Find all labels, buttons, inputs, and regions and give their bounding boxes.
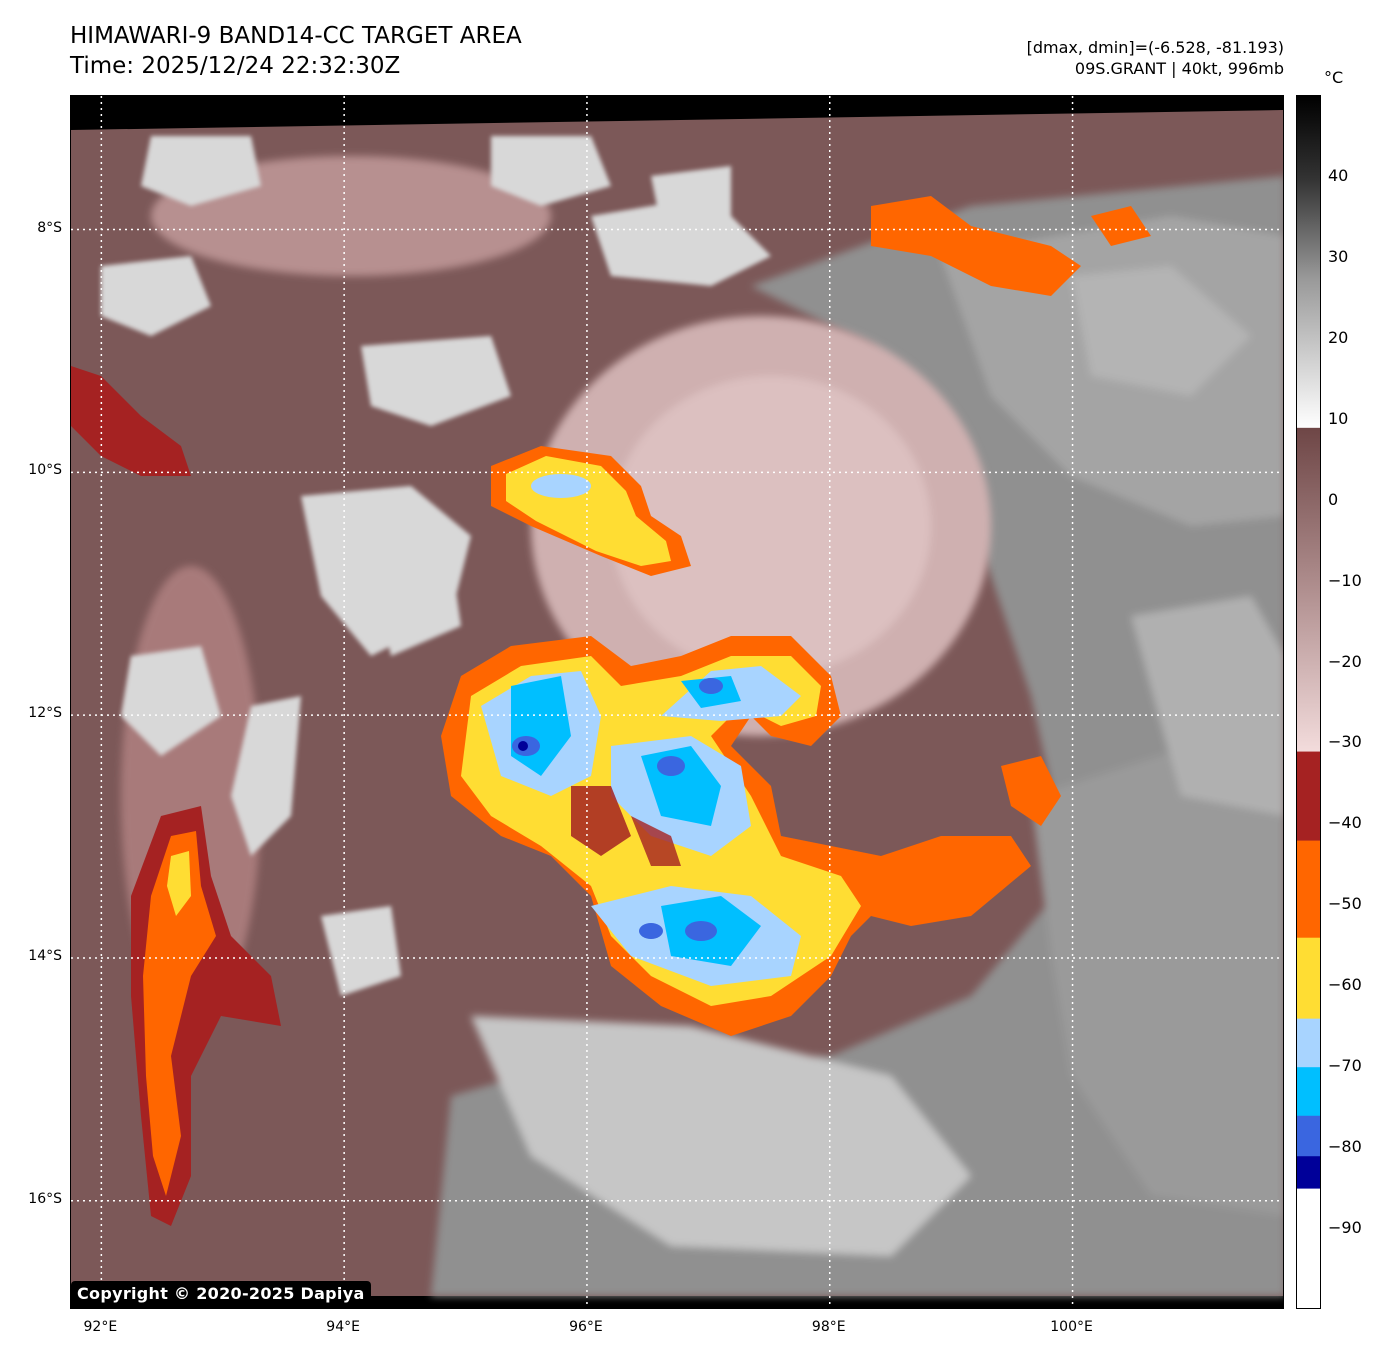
colorbar-tick-label: 10 xyxy=(1328,408,1349,428)
colorbar xyxy=(1296,95,1321,1309)
colorbar-segment xyxy=(1297,937,1320,1020)
colorbar-tick-label: −20 xyxy=(1328,651,1362,671)
dmax-dmin-readout: [dmax, dmin]=(-6.528, -81.193) xyxy=(1026,38,1284,57)
colorbar-segment xyxy=(1297,427,1320,753)
colorbar-tick-label: −30 xyxy=(1328,732,1362,752)
colorbar-tick-label: 20 xyxy=(1328,327,1349,347)
colorbar-tick-label: −60 xyxy=(1328,975,1362,995)
colorbar-tick-label: −10 xyxy=(1328,570,1362,590)
image-time: Time: 2025/12/24 22:32:30Z xyxy=(70,53,401,79)
colorbar-segment xyxy=(1297,1067,1320,1117)
image-title: HIMAWARI-9 BAND14-CC TARGET AREA xyxy=(70,23,522,49)
latitude-label: 10°S xyxy=(28,462,62,479)
copyright-label: Copyright © 2020-2025 Dapiya xyxy=(71,1281,371,1307)
colorbar-tick-label: −80 xyxy=(1328,1137,1362,1157)
colorbar-segment xyxy=(1297,1188,1320,1308)
colorbar-tick-label: −50 xyxy=(1328,894,1362,914)
colorbar-segment xyxy=(1297,1156,1320,1190)
grey-cloud-field xyxy=(431,176,1283,1296)
convection-west-band xyxy=(71,366,281,1226)
convection-core xyxy=(441,196,1151,1036)
colorbar-segment xyxy=(1297,96,1320,429)
convection-north-band xyxy=(491,446,691,576)
graticule xyxy=(71,96,1283,1308)
latitude-label: 14°S xyxy=(28,947,62,964)
colorbar-segment xyxy=(1297,1115,1320,1157)
longitude-label: 92°E xyxy=(83,1319,118,1335)
colorbar-segment xyxy=(1297,1018,1320,1068)
storm-info: 09S.GRANT | 40kt, 996mb xyxy=(1074,59,1284,78)
satellite-map: Copyright © 2020-2025 Dapiya xyxy=(70,95,1284,1309)
latitude-label: 12°S xyxy=(28,705,62,722)
colorbar-tick-label: 30 xyxy=(1328,246,1349,266)
ir-imagery xyxy=(71,96,1283,1308)
longitude-label: 94°E xyxy=(326,1319,360,1335)
colorbar-tick-label: 0 xyxy=(1328,489,1339,509)
colorbar-tick-label: −40 xyxy=(1328,813,1362,833)
latitude-label: 8°S xyxy=(37,219,62,236)
longitude-label: 100°E xyxy=(1050,1319,1093,1335)
colorbar-unit: °C xyxy=(1324,68,1344,87)
colorbar-tick-label: 40 xyxy=(1328,165,1349,185)
colorbar-segment xyxy=(1297,840,1320,939)
longitude-label: 96°E xyxy=(569,1319,603,1335)
colorbar-scale xyxy=(1297,96,1320,1308)
longitude-label: 98°E xyxy=(811,1319,846,1335)
latitude-label: 16°S xyxy=(28,1190,62,1207)
colorbar-tick-label: −90 xyxy=(1328,1218,1362,1238)
colorbar-segment xyxy=(1297,751,1320,842)
colorbar-tick-label: −70 xyxy=(1328,1056,1362,1076)
